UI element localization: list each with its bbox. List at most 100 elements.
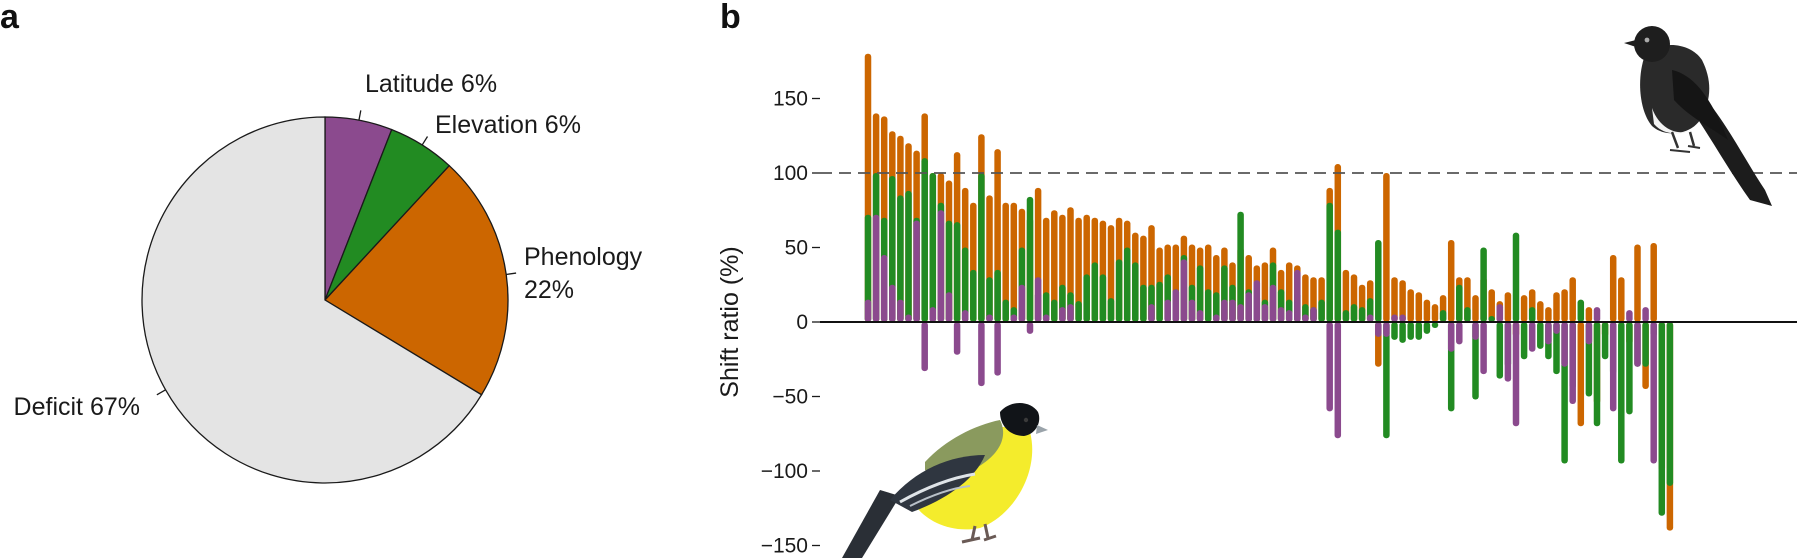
bar-latitude — [1383, 322, 1390, 337]
bar-latitude — [937, 210, 945, 322]
bar-latitude — [1310, 307, 1317, 322]
bar-elevation — [1512, 232, 1520, 322]
bar-elevation — [1472, 322, 1479, 400]
pie-chart: Latitude 6% Elevation 6% Phenology 22% Defic… — [14, 70, 643, 484]
bar-latitude — [1042, 314, 1050, 322]
bar-phenology — [1383, 173, 1390, 322]
bar-phenology — [1075, 217, 1082, 322]
bar-latitude — [1229, 299, 1236, 322]
lesser-goldfinch-bird-icon — [842, 403, 1048, 558]
bar-elevation — [1391, 322, 1398, 340]
bar-latitude — [986, 314, 993, 322]
pie-leader-line — [156, 389, 166, 396]
bar-latitude — [1504, 322, 1512, 382]
bar-elevation — [978, 173, 985, 322]
bar-elevation — [1423, 322, 1431, 334]
bar-latitude — [1285, 310, 1293, 322]
y-tick-label: 50 — [785, 237, 808, 260]
bar-latitude — [1496, 304, 1504, 322]
bar-latitude — [872, 214, 880, 322]
bar-elevation — [1123, 247, 1131, 322]
bar-elevation — [1099, 274, 1107, 322]
bar-phenology — [1010, 202, 1018, 322]
bar-phenology — [1407, 289, 1414, 322]
bar-latitude — [1180, 259, 1188, 322]
bar-latitude — [1018, 284, 1026, 322]
bar-elevation — [1577, 299, 1585, 322]
bar-elevation — [1075, 301, 1082, 322]
bar-latitude — [1302, 314, 1309, 322]
bar-latitude — [1512, 322, 1520, 427]
bar-elevation — [864, 214, 872, 322]
bar-elevation — [1464, 307, 1471, 322]
bar-phenology — [1618, 277, 1625, 322]
bar-latitude — [1221, 299, 1228, 322]
bar-phenology — [1342, 269, 1350, 322]
bar-elevation — [1358, 307, 1366, 322]
y-tick-label: 100 — [773, 162, 808, 185]
bar-latitude — [1261, 304, 1269, 322]
bar-phenology — [1545, 307, 1552, 322]
bar-latitude — [1326, 322, 1333, 412]
bar-latitude — [1545, 322, 1552, 345]
bar-latitude — [897, 299, 904, 322]
pie-label-deficit: Deficit 67% — [14, 393, 140, 421]
bar-elevation — [953, 222, 961, 322]
bar-elevation — [1642, 322, 1649, 367]
bar-elevation — [1407, 322, 1414, 340]
bar-latitude — [1277, 307, 1285, 322]
bar-latitude — [1585, 322, 1593, 345]
bar-elevation — [1375, 240, 1382, 322]
bar-elevation — [897, 195, 904, 322]
bar-phenology — [1051, 210, 1058, 322]
bar-latitude — [1067, 304, 1074, 322]
bar-elevation — [1383, 322, 1390, 439]
bar-latitude — [1026, 322, 1034, 334]
bar-elevation — [1415, 322, 1423, 340]
bar-phenology — [1650, 243, 1657, 322]
bar-elevation — [1326, 202, 1333, 322]
bar-elevation — [1537, 322, 1544, 349]
bar-elevation — [961, 247, 969, 322]
bar-latitude — [921, 322, 928, 372]
bar-elevation — [1480, 247, 1487, 322]
bar-latitude — [1188, 299, 1196, 322]
bar-elevation — [1618, 322, 1625, 464]
bar-latitude — [1391, 314, 1398, 322]
bar-latitude — [953, 322, 961, 355]
bar-latitude — [1237, 304, 1244, 322]
bar-latitude — [1593, 307, 1601, 322]
bar-elevation — [905, 190, 912, 322]
bar-latitude — [1059, 307, 1066, 322]
bar-elevation — [1115, 259, 1123, 322]
y-axis-title: Shift ratio (%) — [716, 246, 744, 397]
bar-phenology — [1585, 307, 1593, 322]
bar-elevation — [1456, 284, 1463, 322]
y-tick-label: 150 — [773, 88, 808, 111]
bar-elevation — [1213, 292, 1220, 322]
bar-elevation — [1318, 299, 1325, 322]
bar-latitude — [1569, 322, 1576, 404]
pie-label-latitude: Latitude 6% — [365, 70, 497, 98]
bar-latitude — [1528, 322, 1536, 352]
bar-elevation — [1496, 322, 1504, 379]
bar-elevation — [1626, 322, 1633, 415]
bar-phenology — [1504, 292, 1512, 322]
bar-elevation — [986, 277, 993, 322]
bar-elevation — [1601, 322, 1609, 360]
bar-latitude — [978, 322, 985, 387]
bar-latitude — [1553, 322, 1560, 334]
bar-latitude — [1334, 322, 1342, 439]
bar-phenology — [1634, 244, 1641, 322]
bar-latitude — [1634, 322, 1641, 367]
bar-phenology — [1569, 277, 1576, 322]
bar-elevation — [1156, 281, 1163, 322]
bar-latitude — [1456, 322, 1463, 345]
bar-latitude — [1399, 314, 1406, 322]
bar-phenology — [1431, 304, 1439, 322]
bar-latitude — [1269, 284, 1277, 322]
bar-elevation — [1091, 262, 1099, 322]
bar-phenology — [1553, 292, 1560, 322]
bar-latitude — [1034, 277, 1042, 322]
bar-phenology — [1399, 280, 1406, 322]
